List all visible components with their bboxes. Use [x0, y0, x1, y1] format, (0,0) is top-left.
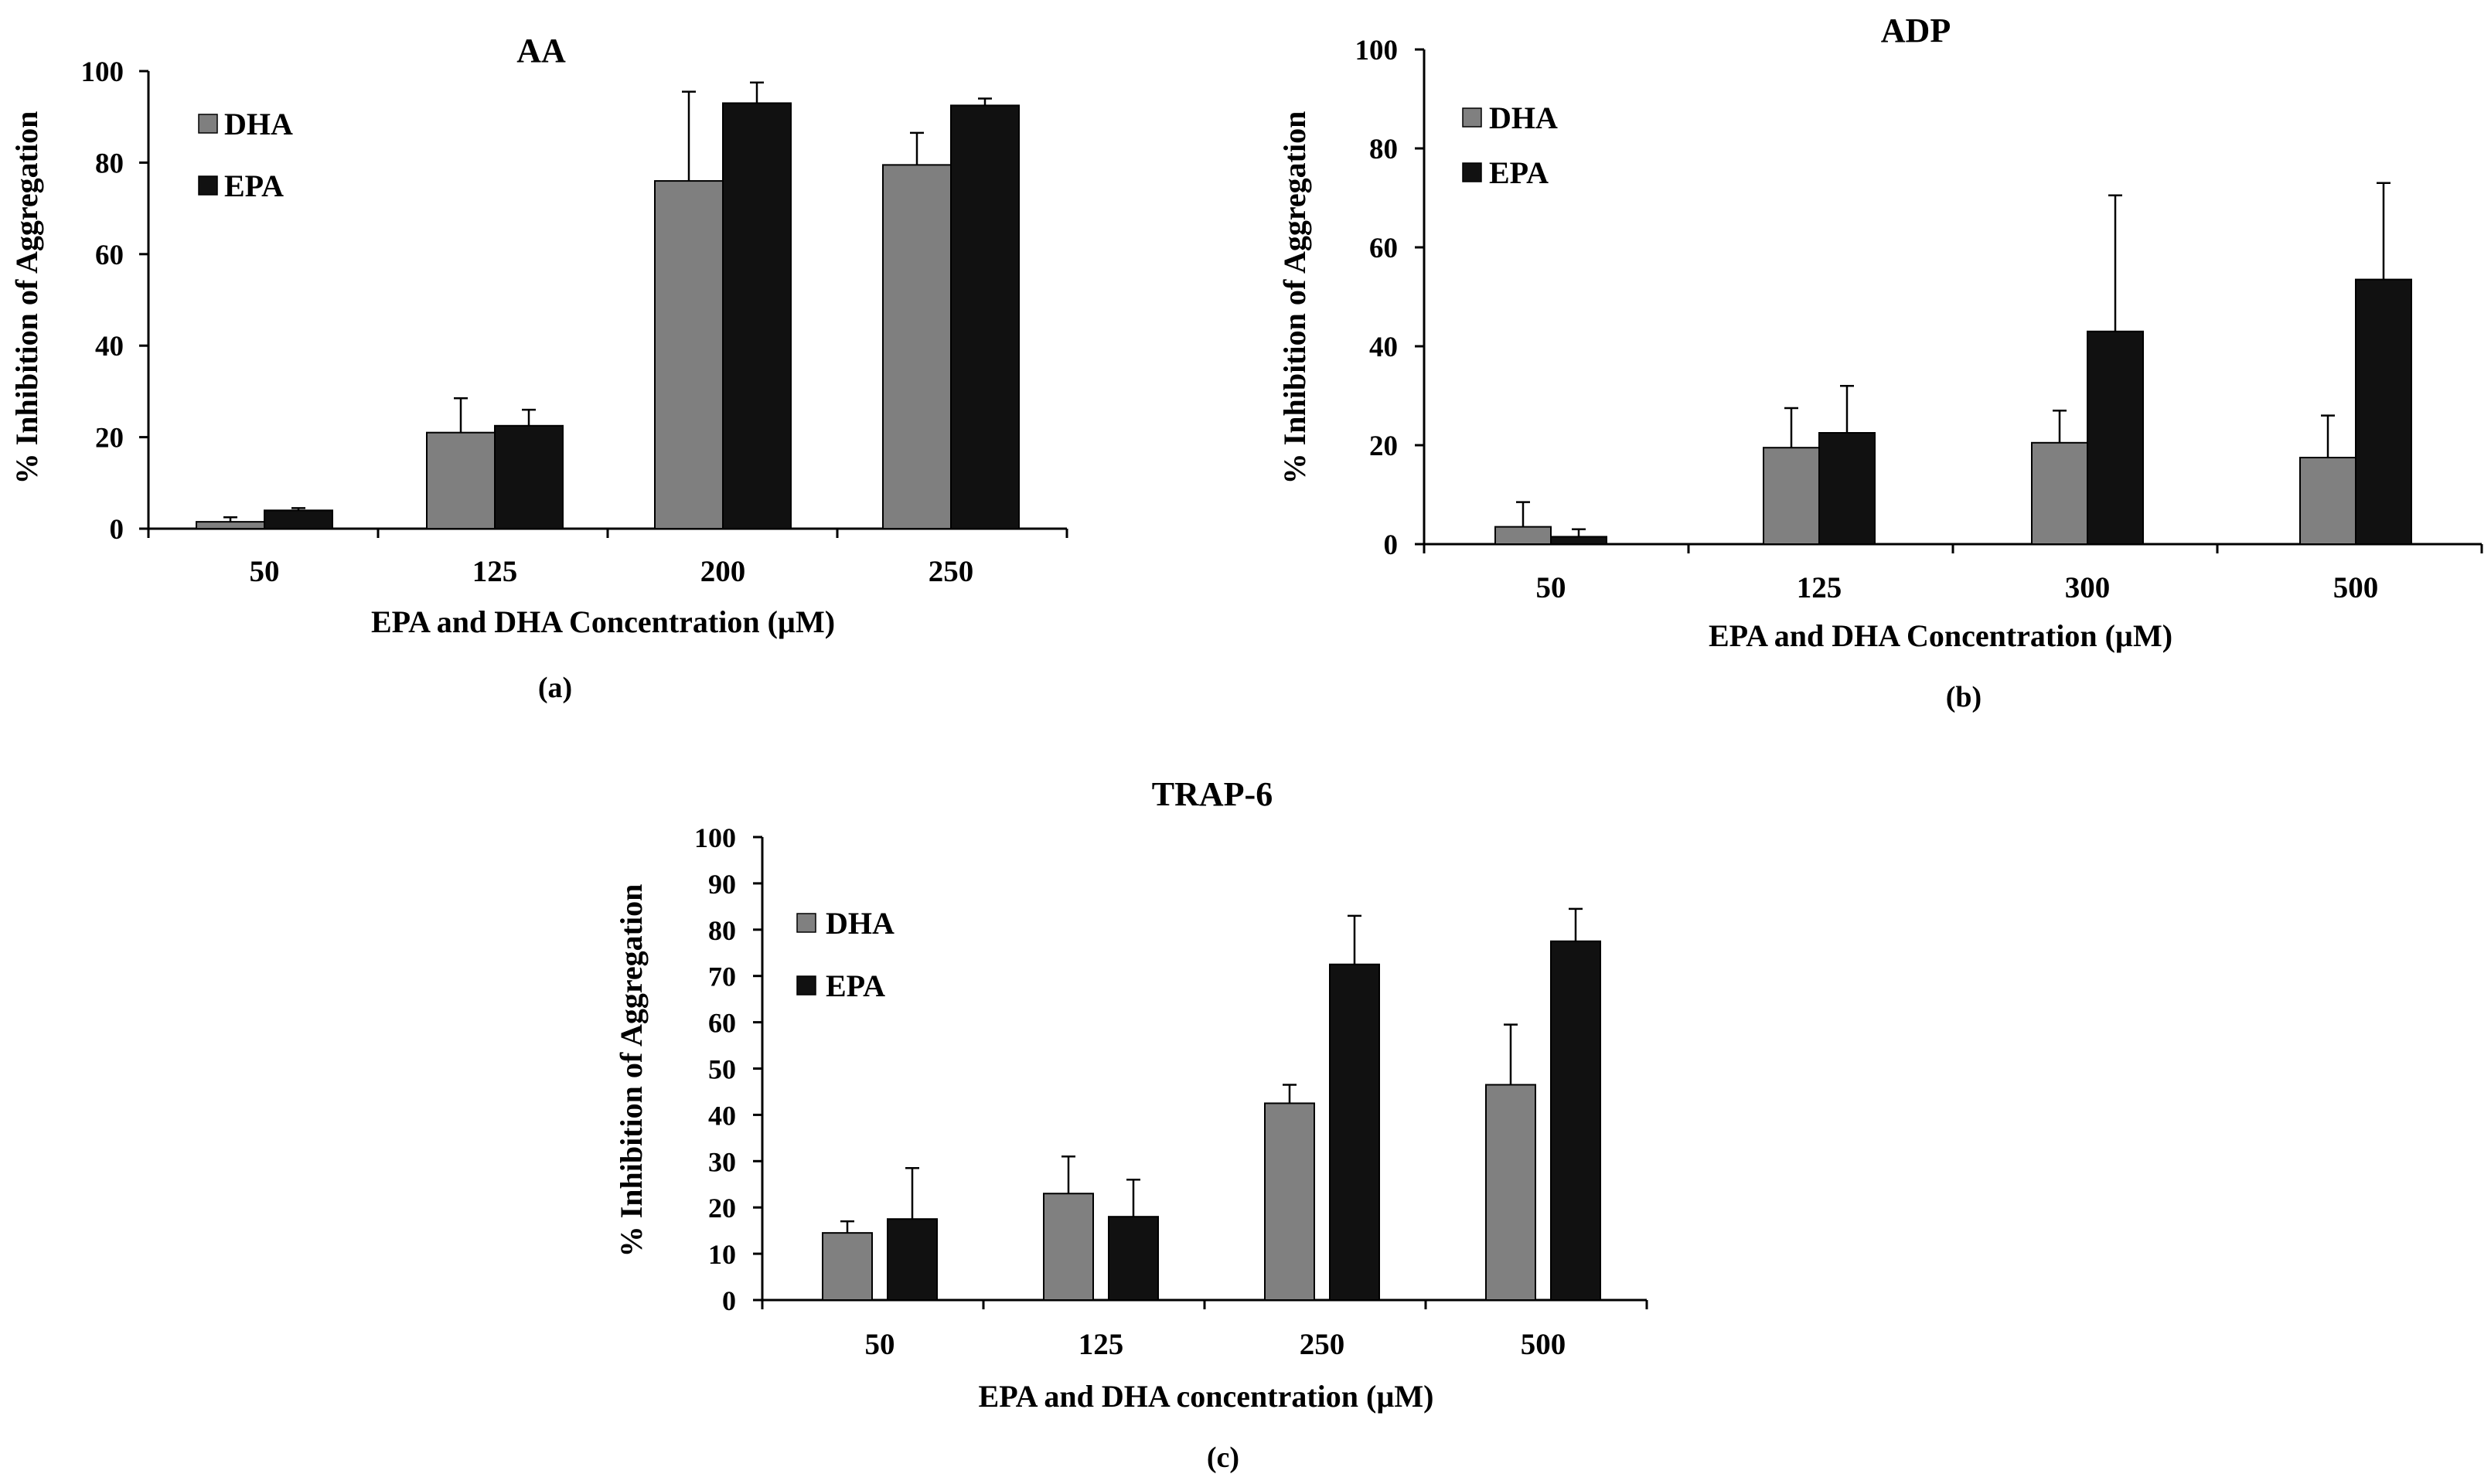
- legend-swatch-dha: [1462, 107, 1482, 128]
- y-tick-label: 70: [708, 962, 736, 992]
- y-tick-label: 100: [1355, 35, 1399, 66]
- y-tick-label: 30: [708, 1146, 736, 1177]
- legend-label-epa: EPA: [826, 968, 885, 1003]
- x-axis-label: EPA and DHA Concentration (µM): [1709, 618, 2172, 653]
- bar-dha: [1485, 1084, 1536, 1301]
- panel-label: (b): [1946, 681, 1982, 713]
- y-tick-label: 90: [708, 869, 736, 900]
- panel-c-chart: TRAP-6 0 10 20 30 40 50 60 70 80 90 100 50 125 250 500 E…: [614, 775, 1648, 1474]
- bar-epa: [2087, 330, 2144, 545]
- bar-epa: [2355, 278, 2412, 545]
- panel-label: (c): [1207, 1441, 1239, 1474]
- y-tick-label: 40: [1369, 332, 1398, 363]
- y-tick-label: 60: [708, 1008, 736, 1039]
- bar-epa: [722, 102, 792, 529]
- x-tick-label: 125: [472, 555, 518, 588]
- bar-dha: [1043, 1193, 1094, 1301]
- x-tick-label: 250: [1300, 1328, 1345, 1361]
- x-tick-label: 50: [1536, 571, 1566, 604]
- y-axis-label: % Inhibition of Aggregation: [9, 111, 44, 485]
- x-tick-label: 500: [1521, 1328, 1566, 1361]
- bar-dha: [654, 180, 724, 530]
- panel-a-chart: AA 0 20 40 60 80 100 50 125 200 250 EPA and DHA Con…: [9, 32, 1068, 704]
- y-tick-label: 20: [708, 1193, 736, 1224]
- y-tick-label: 50: [708, 1054, 736, 1085]
- chart-title: TRAP-6: [1152, 775, 1273, 813]
- y-tick-label: 40: [708, 1100, 736, 1131]
- y-tick-label: 80: [1369, 134, 1398, 165]
- x-axis-label: EPA and DHA concentration (µM): [979, 1379, 1434, 1414]
- y-tick-label: 0: [110, 514, 124, 546]
- bar-epa: [1818, 432, 1876, 545]
- bar-epa: [1329, 963, 1380, 1301]
- y-tick-label: 20: [95, 423, 124, 454]
- y-axis-label: % Inhibition of Aggregation: [614, 884, 649, 1258]
- x-tick-label: 50: [250, 555, 280, 588]
- y-tick-label: 100: [694, 822, 736, 853]
- y-axis-label: % Inhibition of Aggregation: [1277, 111, 1312, 485]
- chart-title: AA: [516, 32, 566, 70]
- legend-swatch-dha: [796, 913, 816, 933]
- bar-dha: [1264, 1102, 1315, 1302]
- legend-swatch-dha: [198, 114, 218, 134]
- y-tick-label: 80: [708, 915, 736, 946]
- bar-dha: [822, 1232, 873, 1302]
- legend-label-dha: DHA: [826, 906, 895, 941]
- legend-label-epa: EPA: [224, 168, 284, 203]
- x-axis-label: EPA and DHA Concentration (µM): [371, 604, 835, 639]
- x-tick-label: 200: [700, 555, 746, 588]
- bar-epa: [887, 1218, 938, 1302]
- chart-title: ADP: [1881, 12, 1951, 49]
- panel-label: (a): [538, 672, 572, 704]
- bar-epa: [1550, 940, 1601, 1302]
- y-tick-label: 80: [95, 148, 124, 179]
- x-tick-label: 500: [2333, 571, 2379, 604]
- y-tick-label: 20: [1369, 431, 1398, 462]
- y-tick-label: 10: [708, 1239, 736, 1270]
- x-tick-label: 300: [2065, 571, 2111, 604]
- bar-epa: [950, 104, 1020, 529]
- bar-dha: [196, 521, 265, 529]
- panel-b-chart: ADP 0 20 40 60 80 100 50 125 300 500 EPA and DHA Co…: [1277, 12, 2483, 713]
- bar-dha: [2299, 457, 2356, 545]
- x-tick-label: 50: [865, 1328, 895, 1361]
- bar-epa: [1108, 1216, 1159, 1302]
- y-tick-label: 100: [81, 56, 124, 88]
- y-tick-label: 40: [95, 331, 124, 362]
- legend-label-dha: DHA: [1489, 100, 1558, 135]
- bar-epa: [1550, 536, 1607, 546]
- x-tick-label: 125: [1797, 571, 1842, 604]
- bar-dha: [1494, 526, 1552, 545]
- y-tick-label: 0: [722, 1285, 736, 1316]
- bar-dha: [1763, 447, 1820, 546]
- y-tick-label: 0: [1384, 529, 1399, 561]
- y-tick-label: 60: [95, 240, 124, 271]
- legend-swatch-epa: [1462, 162, 1482, 182]
- bar-epa: [494, 424, 564, 529]
- x-tick-label: 250: [929, 555, 974, 588]
- bar-dha: [882, 164, 952, 530]
- bar-epa: [264, 509, 333, 530]
- y-tick-label: 60: [1369, 233, 1398, 264]
- x-tick-label: 125: [1079, 1328, 1124, 1361]
- legend-swatch-epa: [796, 975, 816, 996]
- legend-label-epa: EPA: [1489, 155, 1549, 190]
- bar-dha: [426, 431, 496, 529]
- bar-dha: [2031, 441, 2088, 545]
- legend-label-dha: DHA: [224, 107, 293, 141]
- legend-swatch-epa: [198, 175, 218, 196]
